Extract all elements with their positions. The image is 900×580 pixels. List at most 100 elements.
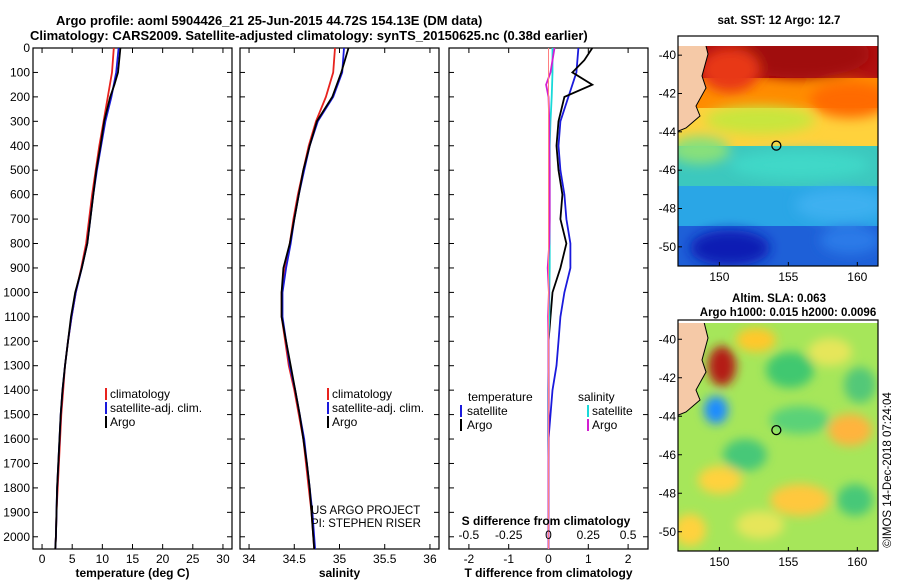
sst_map-ytick-label: -40: [659, 48, 677, 62]
coastline: [704, 32, 716, 38]
temperature-xtick-label: 10: [96, 552, 110, 566]
sst_map-field: [678, 32, 878, 266]
depth-tick-label: 1200: [3, 334, 30, 348]
field-feature: [698, 466, 742, 494]
field-feature: [828, 414, 872, 446]
sst_map-xtick-label: 160: [847, 270, 867, 284]
depth-tick-label: 1600: [3, 432, 30, 446]
field-feature: [678, 136, 730, 164]
salinity-xtick-label: 34: [242, 552, 256, 566]
depth-tick-label: 1300: [3, 359, 30, 373]
depth-tick-label: 1500: [3, 408, 30, 422]
sla_map-xtick-label: 155: [778, 555, 798, 569]
salinity-diff-tick-label: -0.5: [459, 528, 480, 542]
panel-temperature: 0100200300400500600700800900100011001200…: [3, 41, 233, 580]
field-feature: [844, 367, 876, 403]
sla_map-ytick-label: -42: [659, 371, 677, 385]
field-feature: [690, 230, 770, 266]
sst_map-xtick-label: 150: [709, 270, 729, 284]
salinity-xtick-label: 35.5: [373, 552, 397, 566]
field-feature: [837, 484, 873, 516]
depth-tick-label: 500: [10, 163, 30, 177]
temperature-xlabel: temperature (deg C): [75, 566, 189, 580]
field-feature: [723, 439, 767, 471]
sla_map-ytick-label: -40: [659, 332, 677, 346]
sla_map-ytick-label: -46: [659, 448, 677, 462]
land-tasmania: [678, 46, 709, 132]
depth-tick-label: 1800: [3, 481, 30, 495]
series-line-argo: [280, 47, 350, 550]
field-feature: [736, 511, 784, 539]
sla-map-subtitle: Argo h1000: 0.015 h2000: 0.0096: [700, 307, 876, 319]
field-feature: [705, 106, 815, 134]
legend-label: satellite-adj. clim.: [110, 401, 202, 415]
depth-tick-label: 200: [10, 90, 30, 104]
differences-xtick-label: 2: [625, 552, 632, 566]
figure-title-line1: Argo profile: aoml 5904426_21 25-Jun-201…: [56, 13, 483, 28]
salinity-diff-tick-label: 0: [545, 528, 552, 542]
legend-label: Argo: [592, 418, 618, 432]
field-feature: [736, 328, 776, 352]
figure-title-line2: Climatology: CARS2009. Satellite-adjuste…: [30, 28, 588, 43]
field-features: [678, 328, 876, 546]
salinity-xlabel: salinity: [319, 566, 361, 580]
legend-label: climatology: [110, 387, 170, 401]
differences-xtick-label: 1: [585, 552, 592, 566]
depth-tick-label: 600: [10, 188, 30, 202]
legend-label: satellite: [592, 404, 633, 418]
credit-label: ©IMOS 14-Dec-2018 07:24:04: [882, 392, 894, 548]
salinity-diff-tick-label: -0.25: [495, 528, 523, 542]
field-feature: [770, 484, 830, 516]
field-feature: [808, 338, 852, 366]
argo-location-marker: [771, 424, 782, 436]
depth-tick-label: 900: [10, 261, 30, 275]
sla_map-ytick-label: -48: [659, 486, 677, 500]
legend-label: climatology: [332, 387, 392, 401]
depth-tick-label: 1700: [3, 456, 30, 470]
sst_map-ytick-label: -46: [659, 163, 677, 177]
project-label: US ARGO PROJECT: [311, 505, 420, 517]
panel-salinity: 34 34.5 35 35.5 36 salinity climatologysatelli…: [239, 47, 440, 580]
field-feature: [730, 46, 870, 78]
differences-xtick-label: 0: [545, 552, 552, 566]
sla_map-frame: [677, 319, 879, 552]
sst_map-xtick-label: 155: [778, 270, 798, 284]
field-feature: [766, 352, 814, 388]
salinity-xtick-label: 35: [333, 552, 347, 566]
field-feature: [708, 346, 736, 386]
differences-xlabel: T difference from climatology: [464, 566, 632, 580]
field-feature: [700, 48, 760, 92]
field-features: [678, 46, 878, 266]
legend-label: Argo: [332, 415, 358, 429]
sla_map-xtick-label: 150: [709, 555, 729, 569]
field-feature: [678, 514, 706, 546]
salinity-diff-xlabel: S difference from climatology: [462, 514, 631, 528]
sst_map-ytick-label: -48: [659, 202, 677, 216]
depth-tick-label: 300: [10, 114, 30, 128]
sla_map-ytick-label: -44: [659, 409, 677, 423]
map-sst_map: 150 155 160 -40 -42 -44 -46 -48 -50 sat. SST: 12 …: [659, 15, 879, 284]
sla_map-xtick-label: 160: [847, 555, 867, 569]
sst_map-ytick-label: -42: [659, 87, 677, 101]
legend-label: Argo: [467, 418, 493, 432]
differences-xtick-label: -1: [503, 552, 514, 566]
field-feature: [770, 406, 830, 434]
field-feature: [795, 189, 878, 221]
depth-tick-label: 1100: [4, 310, 30, 324]
salinity-frame: [239, 47, 440, 550]
pi-label: PI: STEPHEN RISER: [311, 518, 421, 530]
field-feature: [820, 226, 878, 254]
sst-map-title: sat. SST: 12 Argo: 12.7: [718, 15, 841, 27]
temperature-frame: [32, 47, 233, 550]
argo-location-marker: [771, 140, 782, 151]
field-feature: [730, 151, 870, 179]
sst_map-frame: [677, 35, 879, 267]
legend-label: Argo: [110, 415, 136, 429]
depth-tick-label: 700: [10, 212, 30, 226]
sla_map-field: [678, 323, 878, 551]
sst_map-ytick-label: -44: [659, 125, 677, 139]
depth-tick-label: 1000: [3, 285, 30, 299]
sal-legend-title: salinity: [578, 390, 615, 404]
salinity-xtick-label: 36: [423, 552, 437, 566]
